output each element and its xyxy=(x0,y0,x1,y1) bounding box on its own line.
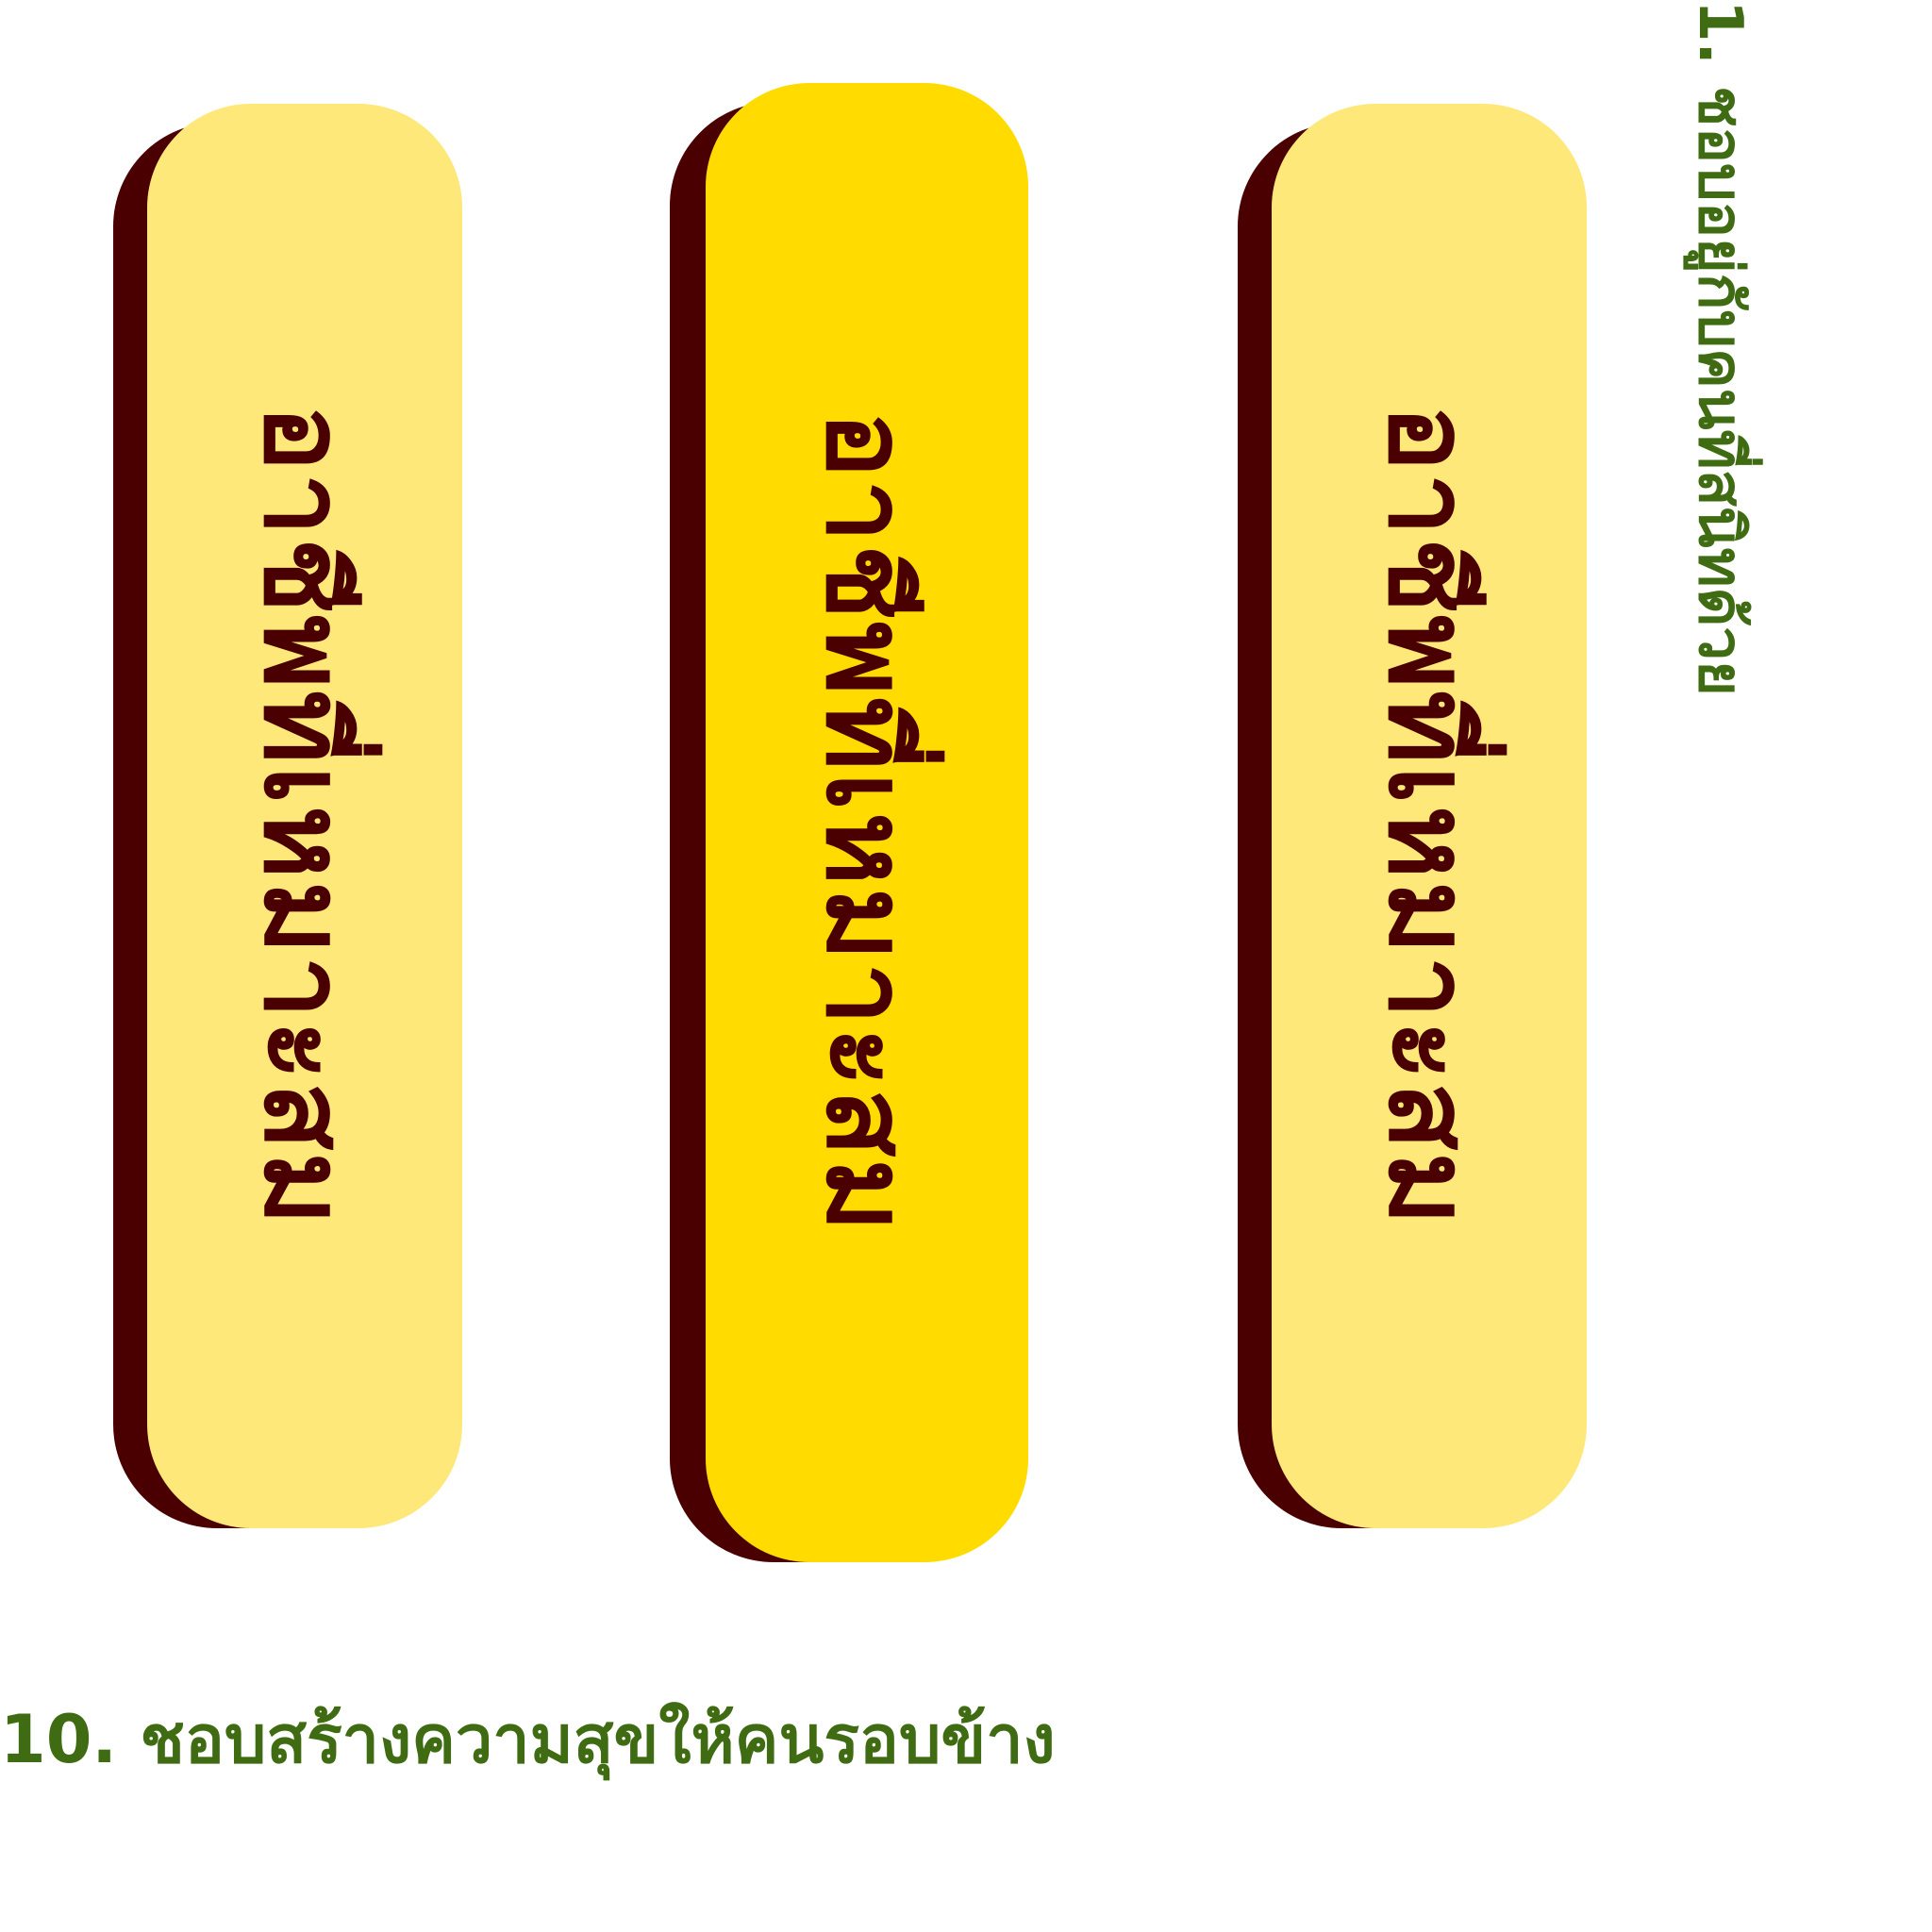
pill-label: อาชีพที่เหมาะสม xyxy=(1364,404,1494,1228)
pill-face: อาชีพที่เหมาะสม xyxy=(1272,104,1587,1528)
career-pill-right: อาชีพที่เหมาะสม xyxy=(1238,104,1587,1528)
career-pill-center: อาชีพที่เหมาะสม xyxy=(670,83,1038,1562)
career-pill-left: อาชีพที่เหมาะสม xyxy=(113,104,462,1528)
pill-face: อาชีพที่เหมาะสม xyxy=(147,104,462,1528)
pill-label: อาชีพที่เหมาะสม xyxy=(240,404,370,1228)
bottom-trait-note: 10. ชอบสร้างความสุขให้คนรอบข้าง xyxy=(0,1701,1056,1778)
pill-face: อาชีพที่เหมาะสม xyxy=(706,83,1028,1562)
vertical-trait-text: 1. ชอบอยู่กับคนที่สนิทด้วย xyxy=(1685,0,1755,696)
pill-label: อาชีพที่เหมาะสม xyxy=(802,410,932,1235)
